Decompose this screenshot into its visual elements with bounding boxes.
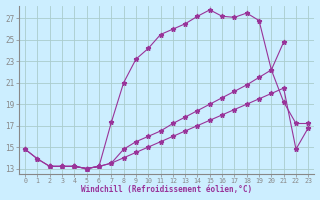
X-axis label: Windchill (Refroidissement éolien,°C): Windchill (Refroidissement éolien,°C) (81, 185, 252, 194)
